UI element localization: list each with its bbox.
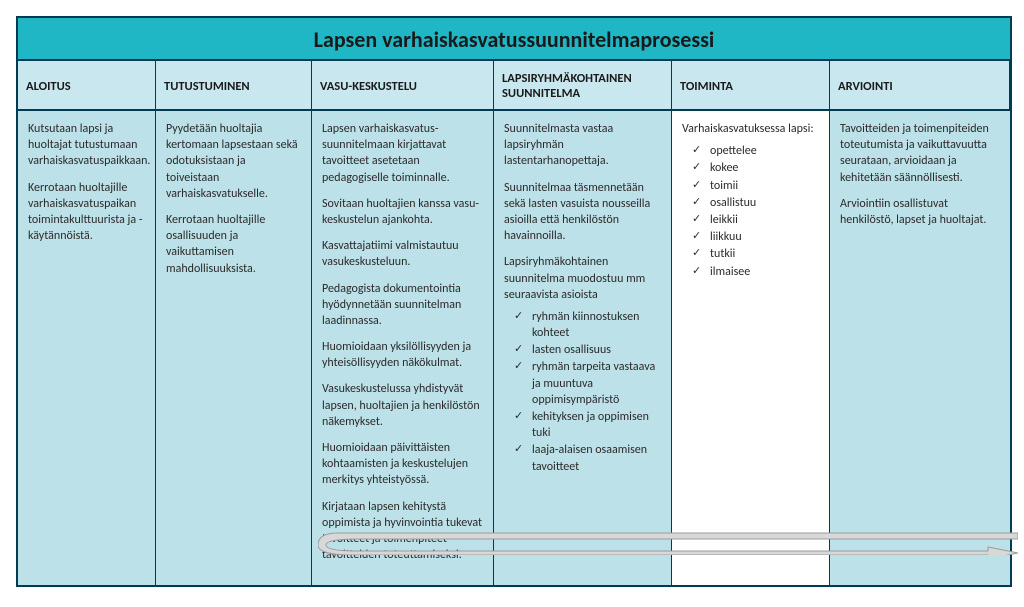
check-list-item: laaja-alaisen osaamisen tavoitteet <box>532 442 661 474</box>
paragraph: Kutsutaan lapsi ja huoltajat tutustumaan… <box>28 121 145 170</box>
column-body: Varhaiskasvatuksessa lapsi: opetteleekoke… <box>672 111 830 585</box>
paragraph: Sovitaan huoltajien kanssa vasu­keskuste… <box>322 196 483 228</box>
check-list-item: ilmaisee <box>710 264 819 280</box>
check-list-item: liikkuu <box>710 229 819 245</box>
paragraph: Huomioidaan yksilöllisyyden ja yhteisöll… <box>322 339 483 371</box>
column-header: TUTUSTUMINEN <box>156 61 312 111</box>
table-title: Lapsen varhaiskasvatussuunnitelmaprosess… <box>18 18 1010 61</box>
column-header: LAPSIRYHMÄKOHTAINEN SUUNNITELMA <box>494 61 672 111</box>
list-intro: Lapsiryhmäkohtainen suunnitelma muodostu… <box>504 254 661 303</box>
paragraph: Suunnitelmaa täsmennetään sekä lasten va… <box>504 180 661 245</box>
paragraph: Kerrotaan huoltajille osallisuuden ja va… <box>166 212 301 277</box>
check-list-item: kehityksen ja oppimisen tuki <box>532 409 661 441</box>
process-table: Lapsen varhaiskasvatussuunnitelmaprosess… <box>16 16 1012 587</box>
paragraph: Tavoitteiden ja toimenpiteiden toteutumi… <box>840 121 1000 186</box>
check-list-item: kokee <box>710 160 819 176</box>
check-list: opetteleekokee toimiiosallistuuleikkiilii… <box>682 143 819 280</box>
column-header: ALOITUS <box>18 61 156 111</box>
column-body: Lapsen varhaiskasvatus­suunnitelmaan kir… <box>312 111 494 585</box>
check-list: ryhmän kiinnostuksen kohteetlasten osall… <box>504 309 661 475</box>
check-list-item: toimii <box>710 178 819 194</box>
check-list-item: osallistuu <box>710 195 819 211</box>
paragraph: Kerrotaan huoltajille varhaiskasvatuspai… <box>28 180 145 245</box>
paragraph: Lapsen varhaiskasvatus­suunnitelmaan kir… <box>322 121 483 186</box>
column-body: Kutsutaan lapsi ja huoltajat tutustumaan… <box>18 111 156 585</box>
check-list-item: leikkii <box>710 212 819 228</box>
column-header: VASU-KESKUSTELU <box>312 61 494 111</box>
column-body: Tavoitteiden ja toimenpiteiden toteutumi… <box>830 111 1010 585</box>
paragraph: Vasukeskustelussa yhdistyvät lapsen, huo… <box>322 381 483 430</box>
paragraph: Suunnitelmasta vastaa lapsiryhmän lasten… <box>504 121 661 170</box>
column-body: Suunnitelmasta vastaa lapsiryhmän lasten… <box>494 111 672 585</box>
paragraph: Kasvattajatiimi valmistautuu vasukeskust… <box>322 238 483 270</box>
check-list-item: lasten osallisuus <box>532 342 661 358</box>
column-header: ARVIOINTI <box>830 61 1010 111</box>
check-list-item: opettelee <box>710 143 819 159</box>
paragraph: Pedagogista dokumentointia hyödynnetään … <box>322 281 483 330</box>
paragraph: Pyydetään huoltajia kertomaan lapsestaan… <box>166 121 301 202</box>
check-list-item: ryhmän kiinnostuksen kohteet <box>532 309 661 341</box>
column-body: Pyydetään huoltajia kertomaan lapsestaan… <box>156 111 312 585</box>
paragraph: Huomioidaan päivittäisten kohtaamisten j… <box>322 440 483 489</box>
table-grid: ALOITUSTUTUSTUMINENVASU-KESKUSTELULAPSIR… <box>18 61 1010 585</box>
column-header: TOIMINTA <box>672 61 830 111</box>
check-list-item: tutkii <box>710 246 819 262</box>
paragraph: Arviointiin osallistuvat henkilöstö, lap… <box>840 196 1000 228</box>
paragraph: Kirjataan lapsen kehitystä oppimista ja … <box>322 499 483 564</box>
check-list-item: ryhmän tarpeita vastaava ja muuntuva opp… <box>532 359 661 408</box>
list-intro: Varhaiskasvatuksessa lapsi: <box>682 121 819 137</box>
